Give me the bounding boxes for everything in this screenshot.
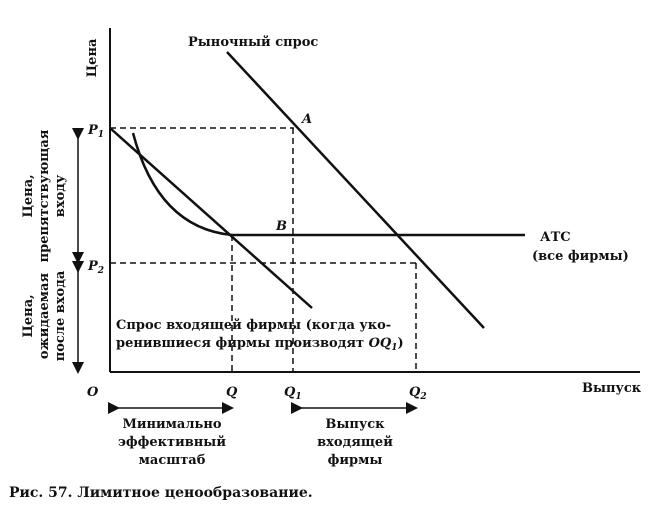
point-a-label: A (300, 112, 312, 127)
atc-curve (131, 132, 525, 237)
p2-label: P2 (87, 259, 104, 276)
q2-label: Q2 (409, 385, 427, 402)
expected-price-label: Цена, ожидаемая после входа (21, 270, 68, 361)
x-axis-label: Выпуск (582, 381, 642, 396)
market-demand-curve (226, 51, 485, 329)
svg-text:входящей: входящей (317, 435, 393, 450)
svg-text:фирмы: фирмы (328, 453, 383, 468)
svg-text:ожидаемая: ожидаемая (37, 273, 52, 360)
svg-text:эффективный: эффективный (118, 435, 226, 450)
origin-label: O (87, 385, 99, 400)
market-demand-label: Рыночный спрос (188, 35, 318, 50)
svg-text:Цена,: Цена, (21, 174, 36, 217)
entrant-demand-label-2: ренившиеся фирмы производят OQ1) (116, 336, 404, 353)
q1-label: Q1 (284, 385, 302, 402)
y-axis-label: Цена (85, 38, 100, 77)
barrier-price-label: Цена, препятствующая входу (21, 129, 68, 262)
guide-lines (110, 127, 417, 372)
svg-text:входу: входу (53, 174, 68, 217)
svg-text:Цена,: Цена, (21, 294, 36, 337)
q-label: Q (226, 385, 238, 400)
entrant-demand-label-1: Спрос входящей фирмы (когда уко- (116, 318, 391, 333)
atc-label: АТС (540, 230, 571, 245)
entrant-demand-curve (109, 127, 313, 309)
svg-text:Минимально: Минимально (122, 417, 221, 432)
atc-sub-label: (все фирмы) (532, 249, 629, 264)
svg-text:Выпуск: Выпуск (325, 417, 385, 432)
svg-text:после входа: после входа (53, 270, 68, 361)
svg-text:препятствующая: препятствующая (37, 129, 52, 262)
min-scale-label: Минимально эффективный масштаб (118, 417, 226, 468)
svg-text:масштаб: масштаб (139, 453, 206, 468)
figure-caption: Рис. 57. Лимитное ценообразование. (9, 485, 313, 501)
point-b-label: B (275, 219, 287, 234)
entrant-output-label: Выпуск входящей фирмы (317, 417, 393, 468)
p1-label: P1 (87, 123, 104, 140)
